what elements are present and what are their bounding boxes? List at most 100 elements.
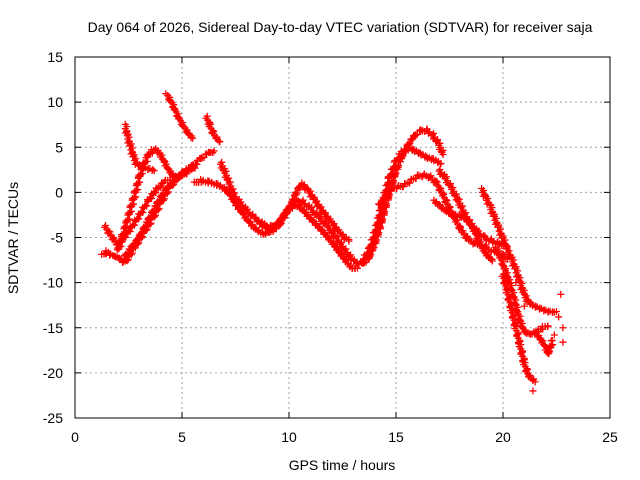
- data-point: [141, 224, 149, 232]
- data-point: [383, 200, 391, 208]
- data-point: [520, 302, 528, 310]
- series-arc-14: [435, 166, 511, 251]
- plot-frame: [74, 56, 611, 419]
- data-point: [125, 227, 133, 235]
- data-point: [137, 231, 145, 239]
- data-point: [147, 213, 155, 221]
- data-point: [475, 227, 483, 235]
- data-point: [437, 159, 445, 167]
- data-point: [300, 181, 308, 189]
- chart-title: Day 064 of 2026, Sidereal Day-to-day VTE…: [88, 19, 593, 35]
- series-arc-19: [482, 241, 567, 395]
- data-point: [149, 208, 157, 216]
- data-point: [553, 308, 560, 316]
- x-tick-label: 0: [71, 429, 79, 445]
- x-tick-label: 10: [281, 429, 297, 445]
- data-point: [165, 183, 173, 191]
- x-tick-label: 25: [602, 429, 618, 445]
- data-point: [260, 221, 268, 229]
- data-point: [142, 201, 150, 209]
- data-point: [243, 205, 251, 213]
- data-point: [529, 387, 537, 395]
- data-point: [189, 134, 197, 142]
- data-points: [98, 90, 567, 395]
- series-arc-18: [533, 330, 557, 358]
- y-tick-label: 10: [47, 94, 63, 110]
- y-tick-label: -20: [43, 365, 63, 381]
- data-point: [213, 133, 221, 141]
- data-point: [277, 219, 285, 227]
- data-point: [530, 375, 538, 383]
- data-point: [123, 251, 131, 259]
- data-point: [432, 198, 440, 206]
- data-point: [251, 224, 259, 232]
- data-point: [146, 215, 154, 223]
- data-point: [286, 203, 294, 211]
- y-axis-ticks: 15 10 5 0 -5 -10 -15 -20 -25: [43, 49, 610, 426]
- series-arc-07: [202, 112, 224, 146]
- data-point: [249, 210, 257, 218]
- data-point: [548, 336, 556, 344]
- series-arc-12: [375, 170, 511, 263]
- data-point: [442, 206, 450, 214]
- data-point: [345, 237, 353, 245]
- y-tick-label: -10: [43, 275, 63, 291]
- data-point: [559, 324, 567, 332]
- y-tick-label: 5: [55, 139, 63, 155]
- data-point: [143, 202, 151, 210]
- data-point: [292, 188, 300, 196]
- series-arc-17: [498, 270, 539, 386]
- data-point: [290, 196, 298, 204]
- data-point: [550, 331, 558, 339]
- data-point: [384, 189, 392, 197]
- data-point: [488, 257, 496, 265]
- x-axis-label: GPS time / hours: [289, 457, 396, 473]
- data-point: [151, 188, 159, 196]
- data-point: [215, 138, 223, 146]
- data-point: [138, 208, 146, 216]
- y-tick-label: 0: [55, 184, 63, 200]
- data-point: [155, 197, 163, 205]
- data-point: [245, 208, 253, 216]
- data-point: [116, 237, 124, 245]
- data-point: [147, 194, 155, 202]
- data-point: [361, 255, 369, 263]
- data-point: [110, 234, 118, 242]
- data-point: [525, 371, 533, 379]
- data-point: [248, 220, 256, 228]
- y-tick-label: -5: [51, 230, 64, 246]
- data-point: [512, 279, 520, 287]
- data-point: [124, 249, 132, 257]
- data-point: [439, 150, 447, 158]
- data-point: [385, 178, 393, 186]
- data-point: [483, 250, 491, 258]
- series-arc-05: [121, 120, 158, 175]
- data-point: [150, 167, 158, 175]
- data-point: [559, 338, 567, 346]
- data-point: [138, 229, 146, 237]
- data-point: [293, 189, 301, 197]
- data-point: [210, 147, 218, 155]
- data-point: [482, 241, 490, 249]
- data-point: [544, 322, 552, 330]
- data-point: [136, 178, 144, 186]
- y-tick-label: -15: [43, 320, 63, 336]
- y-tick-label: 15: [47, 49, 63, 65]
- data-point: [555, 313, 563, 321]
- data-point: [557, 290, 565, 298]
- data-point: [282, 208, 290, 216]
- series-arc-15: [478, 184, 558, 316]
- data-point: [158, 192, 166, 200]
- series-arc-06: [162, 90, 197, 142]
- data-point: [142, 223, 150, 231]
- x-tick-label: 5: [178, 429, 186, 445]
- data-point: [159, 190, 167, 198]
- data-point: [135, 171, 143, 179]
- x-tick-label: 15: [388, 429, 404, 445]
- data-point: [132, 180, 140, 188]
- y-axis-label: SDTVAR / TECUs: [5, 182, 21, 294]
- data-point: [283, 209, 291, 217]
- data-point: [353, 264, 361, 272]
- y-tick-label: -25: [43, 410, 63, 426]
- data-point: [150, 206, 158, 214]
